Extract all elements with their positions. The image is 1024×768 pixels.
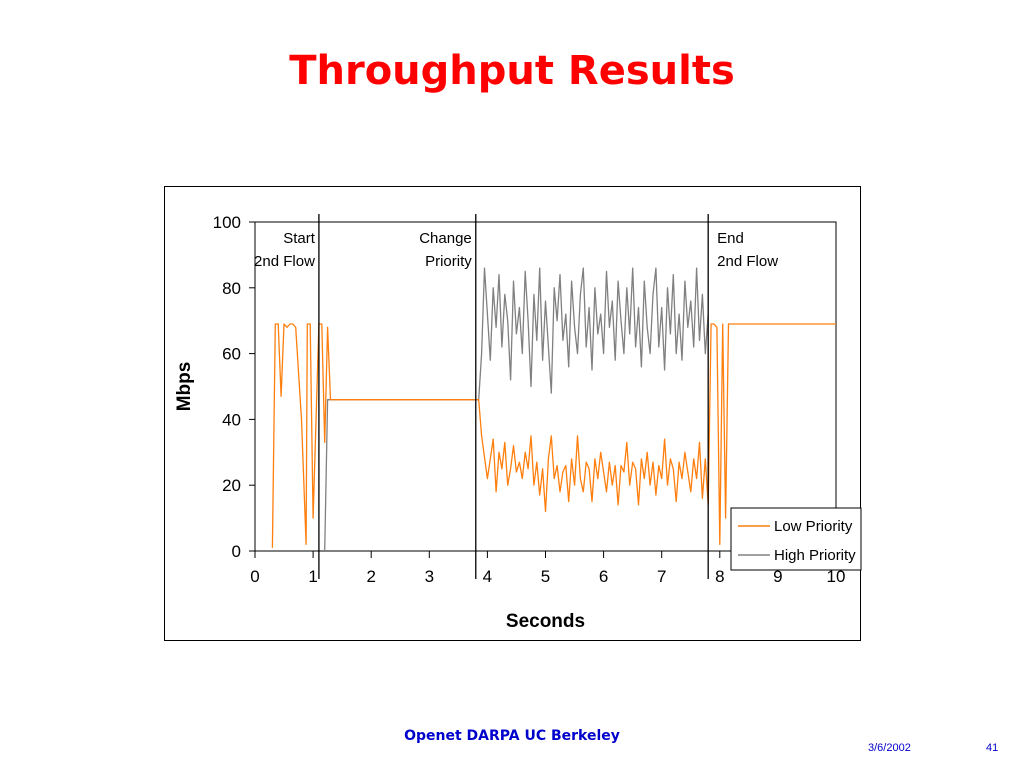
throughput-chart: 0 20 40 60 80 100 0 1 2 3 4 5 6 7 8 9 10 Seconds Mbps Start… xyxy=(174,213,862,632)
y-tick-label: 100 xyxy=(213,213,241,232)
x-tick-label: 2 xyxy=(366,567,375,586)
x-tick-label: 7 xyxy=(657,567,666,586)
x-tick-label: 5 xyxy=(541,567,550,586)
x-tick-label: 8 xyxy=(715,567,724,586)
x-tick-label: 9 xyxy=(773,567,782,586)
slide-title: Throughput Results xyxy=(289,48,735,94)
y-tick-label: 40 xyxy=(222,410,241,429)
event-label: 2nd Flow xyxy=(254,253,315,270)
series-line-low-priority xyxy=(271,323,836,548)
legend-box xyxy=(730,507,862,571)
event-label: 2nd Flow xyxy=(717,253,778,270)
y-axis-title: Mbps xyxy=(174,362,195,412)
x-tick-label: 10 xyxy=(827,567,846,586)
x-axis-title: Seconds xyxy=(506,611,585,632)
footer-date: 3/6/2002 xyxy=(868,742,911,754)
y-tick-label: 60 xyxy=(222,345,241,364)
event-label: Change xyxy=(419,230,472,247)
footer-org: Openet DARPA UC Berkeley xyxy=(404,728,620,744)
event-label: Priority xyxy=(425,253,472,270)
event-label: End xyxy=(717,230,744,247)
y-tick-label: 20 xyxy=(222,476,241,495)
legend-entry: High Priority xyxy=(774,547,856,564)
series-line-high-priority xyxy=(324,267,709,552)
x-tick-label: 0 xyxy=(250,567,259,586)
x-tick-label: 4 xyxy=(483,567,492,586)
x-tick-label: 3 xyxy=(425,567,434,586)
chart-frame: 0 20 40 60 80 100 0 1 2 3 4 5 6 7 8 9 10 Seconds Mbps Start… xyxy=(164,186,862,641)
event-label: Start xyxy=(283,230,316,247)
y-tick-label: 80 xyxy=(222,279,241,298)
y-tick-label: 0 xyxy=(232,542,241,561)
x-tick-label: 1 xyxy=(308,567,317,586)
x-tick-label: 6 xyxy=(599,567,608,586)
legend-entry: Low Priority xyxy=(774,518,853,535)
page-number: 41 xyxy=(986,742,999,754)
